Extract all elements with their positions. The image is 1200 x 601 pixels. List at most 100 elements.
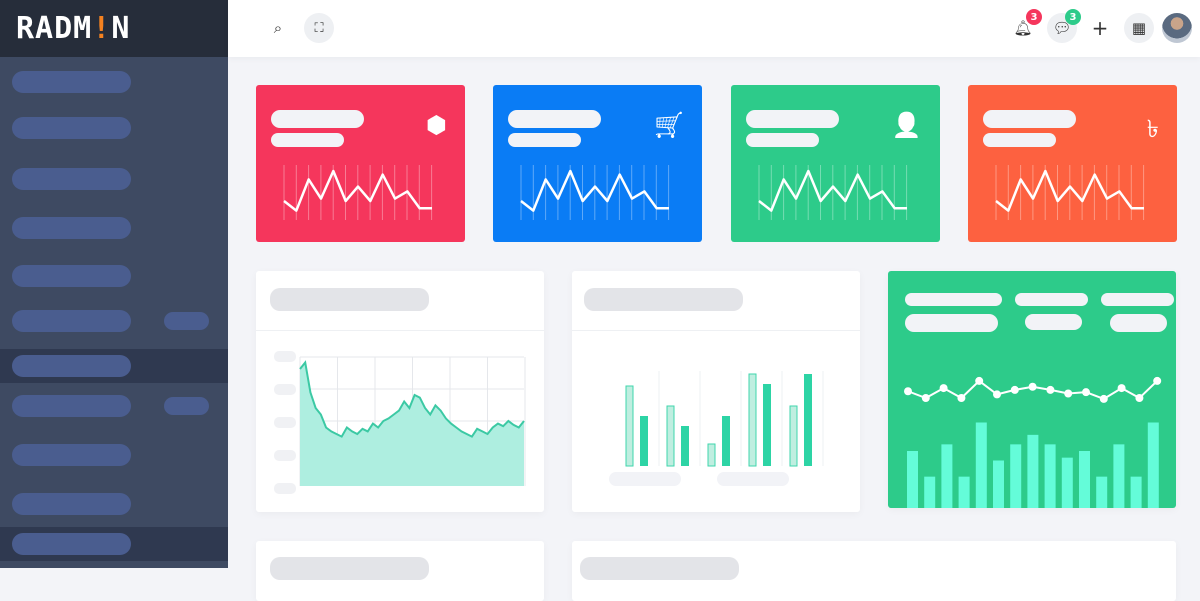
line-point — [921, 394, 930, 402]
bar-series-b — [804, 374, 812, 466]
label-placeholder — [271, 133, 344, 147]
sidebar-item[interactable] — [0, 259, 228, 293]
sparkline-path — [995, 169, 1144, 212]
messages-icon[interactable]: 💬︎ 3 — [1047, 9, 1081, 43]
line-point — [1117, 384, 1126, 393]
text-placeholder — [1101, 293, 1174, 306]
sidebar-item-label — [12, 444, 131, 466]
stat-card: ৳ — [967, 85, 1177, 242]
sidebar-item-label — [12, 265, 131, 287]
stat-card: 🛒 — [493, 85, 703, 242]
line-point — [1135, 394, 1144, 402]
apps-grid-icon[interactable]: ▦ — [1124, 13, 1154, 43]
bar-chart-card — [572, 271, 860, 512]
line-point — [1064, 389, 1073, 398]
bar-series-a — [625, 385, 634, 467]
sparkline — [283, 165, 433, 220]
title-placeholder — [580, 557, 739, 580]
sparkline — [520, 165, 670, 220]
stat-card: 👤 — [730, 85, 940, 242]
bar — [993, 460, 1004, 508]
bar — [1096, 476, 1108, 508]
add-button[interactable]: + — [1091, 16, 1109, 40]
sidebar-item[interactable] — [0, 304, 228, 338]
sidebar-item[interactable] — [0, 162, 228, 196]
label-placeholder — [508, 133, 582, 147]
title-placeholder — [270, 288, 429, 311]
sparkline — [757, 165, 907, 220]
legend-placeholder — [717, 472, 789, 486]
line-point — [1099, 394, 1108, 403]
notifications-bell-icon[interactable]: 🔔︎ 3 — [1008, 9, 1042, 43]
user-icon: 👤 — [891, 111, 922, 139]
line-point — [1028, 382, 1037, 391]
bar — [924, 476, 936, 508]
sidebar-item-label — [12, 168, 131, 190]
bar — [1147, 422, 1159, 508]
title-placeholder — [584, 288, 743, 311]
notification-badge: 3 — [1026, 9, 1042, 25]
sidebar-item-label — [12, 71, 131, 93]
bar-chart — [625, 371, 824, 467]
bar-series-b — [681, 426, 689, 466]
sidebar-item[interactable] — [0, 111, 228, 145]
sidebar-item-label — [12, 493, 131, 515]
cart-icon: 🛒 — [654, 111, 685, 139]
bar — [1027, 434, 1039, 508]
sidebar-item[interactable] — [0, 349, 228, 383]
sidebar-item-label — [12, 533, 131, 555]
y-tick-placeholder — [274, 417, 296, 428]
bar-series-a — [666, 405, 675, 467]
bar-series-a — [707, 443, 716, 467]
fullscreen-icon[interactable]: ⛶ — [304, 13, 334, 43]
stat-card: ⬢ — [256, 85, 465, 242]
title-placeholder — [270, 557, 429, 580]
sidebar-item[interactable] — [0, 527, 228, 561]
bar — [1010, 444, 1022, 508]
top-header: ⌕ ⛶ 🔔︎ 3 💬︎ 3 + ▦ — [228, 0, 1200, 57]
line-point — [1153, 376, 1162, 385]
bottom-left-card — [256, 541, 544, 601]
y-tick-placeholder — [274, 483, 296, 494]
bar-series-b — [640, 416, 648, 466]
text-placeholder — [905, 314, 998, 332]
sidebar: RADM! N — [0, 0, 228, 568]
bar-series-b — [763, 384, 771, 466]
sidebar-badge — [164, 397, 209, 415]
area-line — [299, 360, 525, 438]
y-tick-placeholder — [274, 450, 296, 461]
sidebar-item[interactable] — [0, 487, 228, 521]
sparkline — [995, 165, 1144, 220]
sidebar-item[interactable] — [0, 65, 228, 99]
area-chart — [274, 351, 526, 494]
bottom-right-card — [572, 541, 1176, 601]
line-point — [904, 387, 912, 396]
sparkline-path — [757, 169, 907, 212]
bar — [1044, 444, 1056, 508]
message-badge: 3 — [1065, 9, 1081, 25]
bar — [1130, 476, 1142, 508]
search-icon[interactable]: ⌕ — [273, 19, 283, 37]
line-point — [1082, 388, 1090, 397]
sidebar-item[interactable] — [0, 389, 228, 423]
line-point — [975, 376, 984, 385]
text-placeholder — [1110, 314, 1167, 332]
line-point — [993, 390, 1001, 399]
value-placeholder — [271, 110, 364, 128]
bar — [941, 444, 953, 508]
y-tick-placeholder — [274, 351, 296, 362]
bar — [958, 476, 970, 508]
bar — [907, 451, 918, 508]
line-point — [1046, 385, 1055, 394]
sidebar-item-label — [12, 355, 131, 377]
taka-icon: ৳ — [1146, 115, 1159, 143]
sidebar-item[interactable] — [0, 438, 228, 472]
logo[interactable]: RADM! N — [0, 0, 228, 57]
bar-series-a — [789, 405, 798, 467]
sparkline-path — [283, 169, 432, 212]
area-fill — [300, 362, 524, 486]
text-placeholder — [1025, 314, 1082, 330]
sidebar-item[interactable] — [0, 211, 228, 245]
label-placeholder — [745, 133, 819, 147]
user-avatar[interactable] — [1162, 13, 1192, 43]
